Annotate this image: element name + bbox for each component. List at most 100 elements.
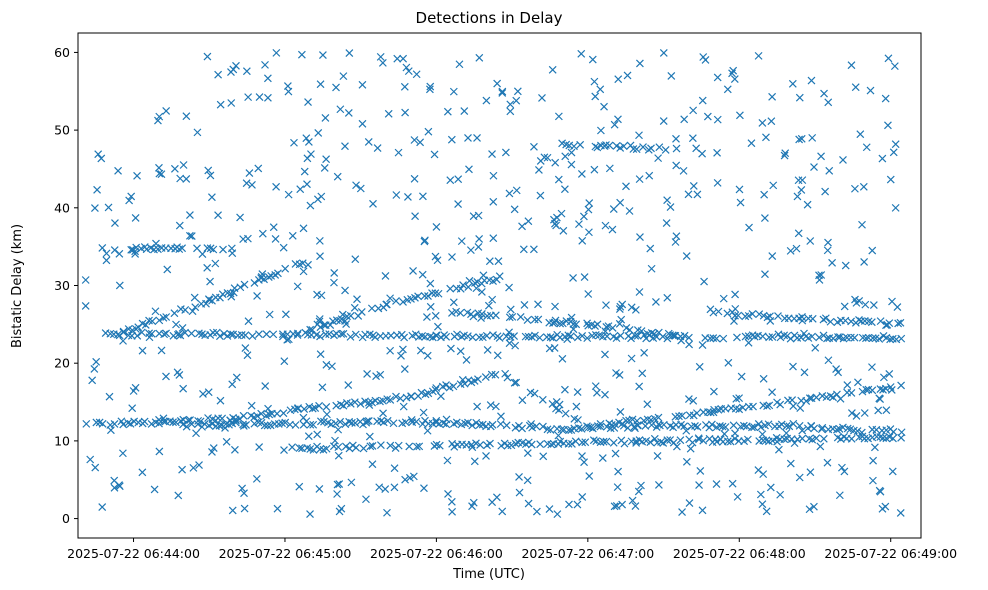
detection-point [758,500,767,509]
detection-point [263,74,272,83]
detection-point [723,437,732,446]
detection-point [389,419,398,428]
detection-point [228,380,237,389]
detection-point [260,421,269,430]
detection-point [182,174,191,183]
detection-point [538,395,547,404]
detection-point [418,192,427,201]
detection-point [786,246,795,255]
detection-point [780,151,789,160]
detection-point [684,395,693,404]
detection-point [326,321,335,330]
detection-point [493,79,502,88]
detection-point [699,436,708,445]
detection-point [381,485,390,494]
detection-point [392,191,401,199]
detection-point [133,331,142,340]
detection-point [454,175,463,184]
detection-point [539,422,547,431]
detection-point [209,245,218,254]
detection-point [651,297,660,306]
detection-point [577,170,586,178]
detection-point [297,50,306,59]
detection-point [131,214,140,222]
detection-point [420,484,428,493]
detection-point [790,439,799,448]
detection-point [498,89,507,97]
detection-point [229,288,238,297]
detection-point [265,410,274,419]
detection-point [281,418,290,427]
detection-point [407,392,416,401]
detection-point [454,200,463,209]
detection-point [840,302,849,311]
detection-point [284,190,293,199]
detection-point [155,163,163,172]
detection-point [523,476,532,485]
detection-point [786,459,795,468]
detection-point [560,185,569,194]
detection-point [353,295,361,304]
detection-point [819,315,828,324]
detection-point [731,311,739,320]
detection-point [138,346,147,355]
detection-point [211,259,220,268]
detection-point [418,420,427,428]
detection-point [589,436,598,445]
detection-point [680,115,689,124]
detection-point [807,76,816,85]
detection-point [612,142,621,150]
detection-point [448,507,457,516]
detection-point [774,312,782,321]
detection-point [780,331,789,340]
detection-point [639,143,647,151]
detection-point [491,402,500,411]
detection-point [88,376,97,385]
detection-point [350,398,359,407]
x-tick-label: 2025-07-22 06:45:00 [219,546,352,561]
detection-point [300,405,309,414]
detection-point [368,460,377,469]
detection-point [124,418,133,427]
detection-point [392,297,400,305]
detection-point [507,441,516,450]
detection-point [446,176,455,185]
detection-point [691,422,699,430]
detection-point [239,421,248,430]
detection-point [556,319,565,328]
detection-point [765,401,774,410]
detection-point [178,323,187,332]
detection-point [232,61,240,70]
detection-point [359,444,368,453]
detection-point [782,422,791,430]
detection-point [258,229,267,238]
x-tick-label: 2025-07-22 06:49:00 [824,546,957,561]
detection-point [878,504,887,513]
detection-point [723,309,732,318]
detection-point [672,144,681,153]
detection-point [886,335,895,344]
detection-point [248,332,257,340]
detection-point [170,309,179,318]
detection-point [255,443,264,451]
detection-point [399,402,408,411]
detection-point [581,438,590,447]
detection-point [214,211,222,220]
detection-point [460,107,469,115]
detection-point [549,333,557,342]
detection-point [423,351,432,360]
detection-point [808,332,816,341]
detection-point [851,83,860,92]
detection-point [474,243,483,251]
detection-point [745,223,753,232]
detection-point [515,488,524,497]
detection-point [803,200,812,209]
detection-point [516,313,525,321]
detection-point [685,340,694,349]
detection-point [505,328,514,337]
detection-point [242,421,251,429]
detection-point [236,213,244,222]
detection-point [206,277,214,286]
detection-point [317,192,326,201]
detection-point [447,497,456,506]
